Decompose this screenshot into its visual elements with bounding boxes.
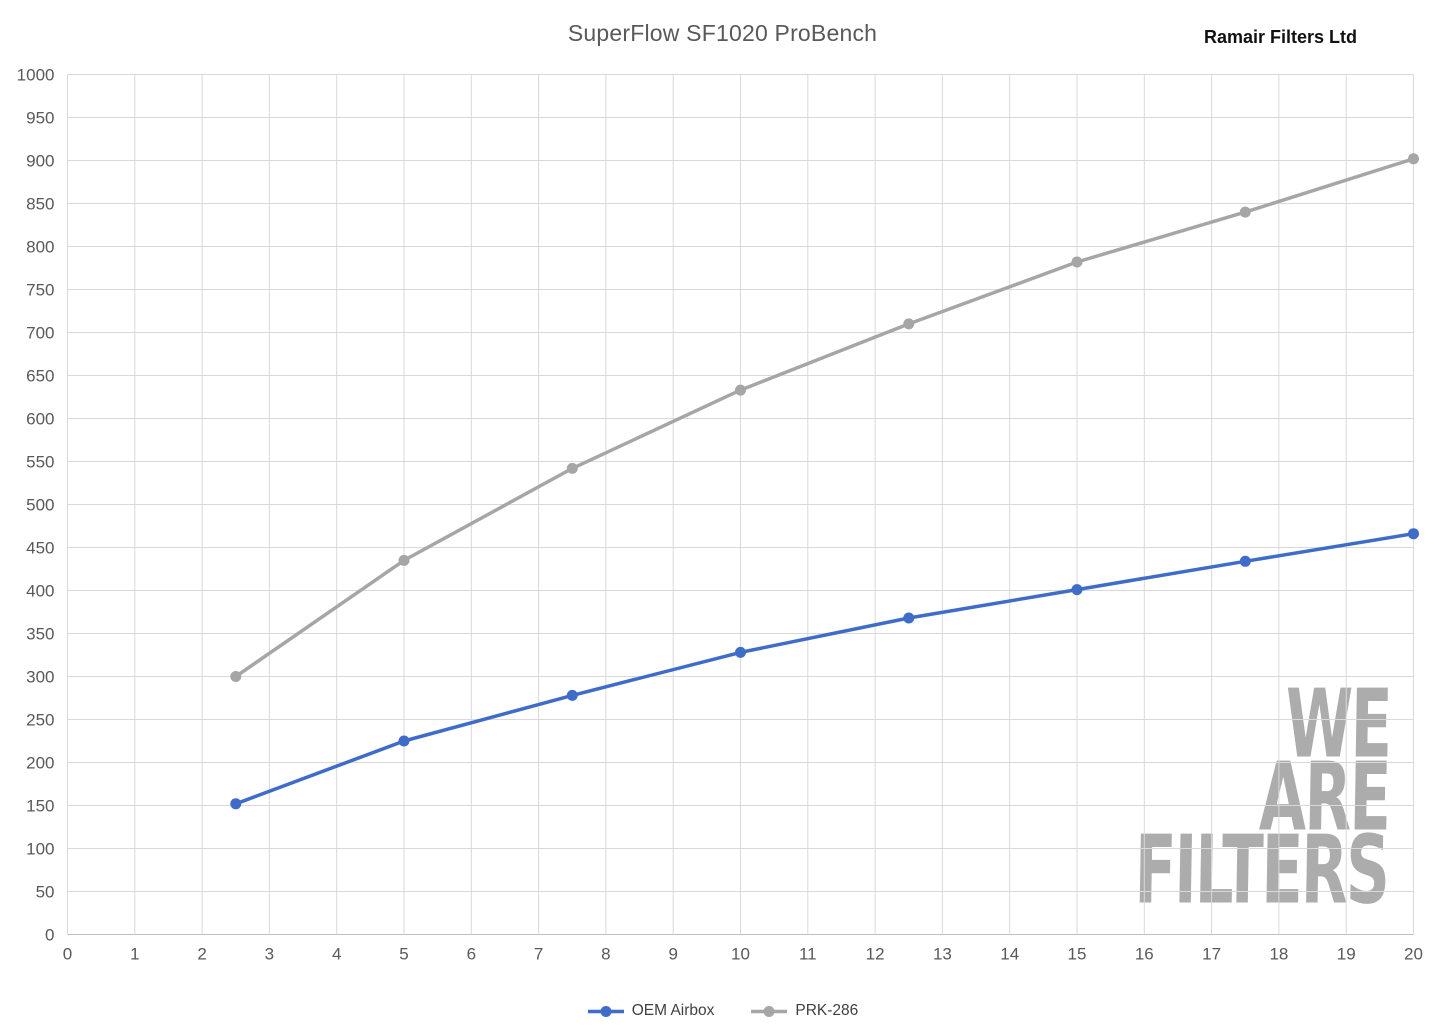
data-point-marker: [903, 318, 915, 330]
legend-marker-icon: [587, 1005, 624, 1017]
x-axis-tick-label: 3: [265, 945, 274, 964]
legend-marker-icon: [751, 1005, 788, 1017]
x-axis-tick-label: 13: [933, 945, 952, 964]
x-axis-tick-label: 2: [197, 945, 206, 964]
x-axis-tick-label: 11: [799, 945, 817, 964]
y-axis-tick-label: 1000: [17, 66, 55, 85]
y-axis-tick-label: 950: [26, 109, 54, 128]
y-axis-tick-label: 150: [26, 797, 54, 816]
y-axis-tick-label: 50: [36, 883, 55, 902]
x-axis-tick-label: 7: [534, 945, 543, 964]
data-point-marker: [1239, 555, 1251, 567]
y-axis-tick-label: 800: [26, 238, 54, 257]
data-point-marker: [398, 554, 410, 566]
chart-legend: OEM Airbox PRK-286: [0, 1002, 1445, 1020]
data-point-marker: [230, 671, 242, 682]
x-axis-tick-label: 15: [1068, 945, 1087, 964]
x-axis-tick-label: 8: [601, 945, 610, 964]
data-point-marker: [735, 384, 746, 396]
x-axis-tick-label: 18: [1269, 945, 1288, 964]
y-axis-tick-label: 750: [26, 281, 54, 300]
y-axis-tick-label: 700: [26, 324, 54, 343]
y-axis-tick-label: 200: [26, 754, 54, 773]
series-line: [234, 157, 1416, 679]
x-axis-tick-label: 1: [130, 945, 139, 964]
legend-item: OEM Airbox: [587, 1002, 715, 1020]
y-axis-tick-label: 600: [26, 410, 54, 429]
y-axis-tick-label: 850: [26, 195, 54, 214]
y-axis-tick-label: 900: [26, 152, 54, 171]
legend-item: PRK-286: [750, 1002, 858, 1020]
x-axis-tick-label: 19: [1337, 945, 1356, 964]
x-axis-tick-label: 0: [63, 945, 72, 964]
data-point-marker: [230, 798, 242, 810]
x-axis-tick-label: 17: [1202, 945, 1221, 964]
y-axis-tick-label: 650: [26, 367, 54, 386]
x-axis-tick-label: 14: [1000, 945, 1019, 964]
legend-label: PRK-286: [795, 1002, 859, 1019]
x-axis-tick-label: 5: [399, 945, 408, 964]
data-point-marker: [398, 735, 410, 747]
y-axis-tick-label: 450: [26, 539, 54, 558]
y-axis-tick-label: 0: [45, 926, 54, 945]
y-axis-tick-label: 400: [26, 582, 54, 601]
y-axis-tick-label: 500: [26, 496, 54, 515]
x-axis-tick-label: 12: [866, 945, 885, 964]
data-point-marker: [1408, 153, 1419, 165]
brand-label: Ramair Filters Ltd: [1203, 27, 1357, 47]
data-point-marker: [1071, 256, 1083, 268]
data-point-marker: [1239, 206, 1251, 218]
series-line: [234, 531, 1416, 806]
y-axis-tick-label: 250: [26, 711, 54, 730]
data-point-marker: [566, 462, 578, 474]
data-point-marker: [1071, 584, 1083, 596]
x-axis-tick-label: 16: [1135, 945, 1154, 964]
data-point-marker: [735, 646, 746, 658]
y-axis-tick-label: 300: [26, 668, 54, 687]
x-axis-tick-label: 10: [731, 945, 750, 964]
y-axis-tick-label: 100: [26, 840, 54, 859]
x-axis-tick-label: 6: [467, 945, 476, 964]
data-point-marker: [566, 689, 578, 701]
x-axis-tick-label: 9: [668, 945, 677, 964]
data-point-marker: [1408, 528, 1419, 540]
y-axis-tick-label: 550: [26, 453, 54, 472]
y-axis-tick-label: 350: [26, 625, 54, 644]
x-axis-tick-label: 20: [1404, 945, 1423, 964]
chart-title: SuperFlow SF1020 ProBench: [567, 20, 878, 46]
legend-label: OEM Airbox: [631, 1002, 715, 1019]
x-axis-tick-label: 4: [332, 945, 341, 964]
data-point-marker: [903, 612, 915, 624]
